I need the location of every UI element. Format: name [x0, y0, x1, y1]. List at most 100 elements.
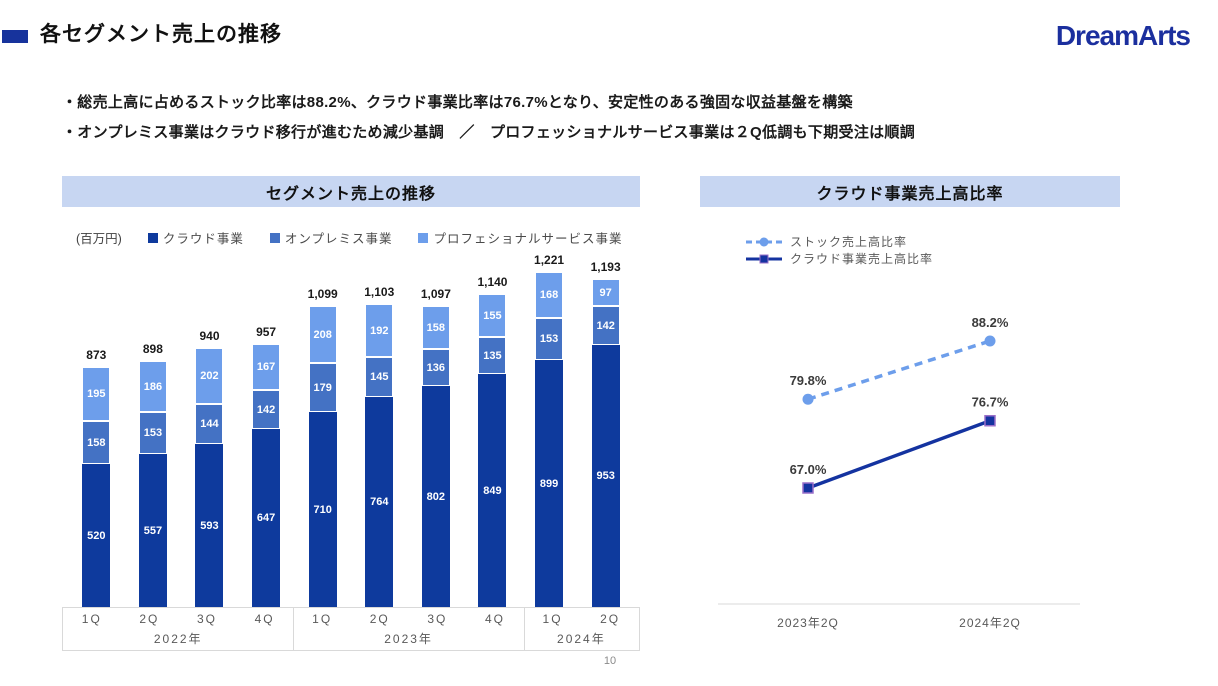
bar-total-label: 1,221 — [534, 253, 565, 267]
bar-segment: 802 — [421, 386, 450, 607]
year-group-label: 2022年 — [153, 632, 203, 646]
data-point-label: 67.0% — [790, 462, 827, 477]
legend-swatch-icon — [418, 232, 429, 243]
bar-chart-x-axis: 1Q 2Q 3Q 4Q 1Q 2Q 3Q 4Q 1Q 2Q 2022年 2023年 2024年 — [62, 607, 640, 651]
square-marker-icon — [984, 414, 996, 427]
solid-line-square-icon — [746, 254, 782, 263]
line-chart-plot: 79.8% 88.2% 67.0% 76.7% 2023年2Q 2024年2Q — [718, 315, 1080, 630]
dreamarts-logo: DreamArts — [1055, 20, 1191, 51]
quarter-label: 1Q — [542, 612, 563, 626]
bar-total-label: 1,193 — [590, 260, 621, 274]
bar-segment: 153 — [138, 412, 167, 454]
segment-sales-chart-panel: セグメント売上の推移 (百万円) クラウド事業 オンプレミス事業 プロフェショナルサ… — [62, 176, 640, 656]
page-number: 10 — [603, 655, 617, 667]
quarter-label: 4Q — [254, 612, 275, 626]
legend-item: ストック売上高比率 — [745, 234, 933, 249]
quarter-label: 3Q — [196, 612, 217, 626]
bar-chart-legend: (百万円) クラウド事業 オンプレミス事業 プロフェショナルサービス事業 — [76, 228, 623, 247]
quarter-label: 2Q — [139, 612, 160, 626]
bar-total-label: 1,099 — [307, 287, 338, 301]
bar-segment: 710 — [308, 412, 337, 607]
year-group-separator — [523, 608, 525, 650]
bar-segment: 142 — [591, 306, 620, 345]
circle-marker-icon — [984, 335, 996, 347]
quarter-label: 3Q — [427, 612, 448, 626]
bar-total-label: 873 — [86, 348, 107, 362]
dashed-line-circle-icon — [746, 237, 782, 246]
bar-column: 1,140 155 135 849 — [464, 250, 521, 607]
bar-segment: 144 — [195, 404, 224, 444]
data-point-label: 76.7% — [972, 395, 1009, 410]
bar-segment: 647 — [252, 429, 281, 607]
data-point-label: 88.2% — [972, 315, 1009, 330]
quarter-label: 4Q — [484, 612, 505, 626]
bar-segment: 158 — [421, 306, 450, 349]
x-category-label: 2023年2Q — [777, 616, 839, 630]
bar-column: 1,097 158 136 802 — [408, 250, 465, 607]
bar-total-label: 898 — [142, 342, 163, 356]
bar-column: 873 195 158 520 — [68, 250, 125, 607]
bar-segment: 208 — [308, 306, 337, 363]
cloud-ratio-chart-panel: クラウド事業売上高比率 ストック売上高比率 クラウド事業売上高比率 79.8% 88… — [700, 176, 1120, 646]
line-series — [807, 419, 991, 490]
bar-segment: 520 — [82, 464, 111, 607]
year-group-label: 2024年 — [557, 632, 606, 646]
legend-swatch-icon — [147, 232, 158, 243]
bar-segment: 145 — [365, 357, 394, 397]
line-chart-legend: ストック売上高比率 クラウド事業売上高比率 — [745, 234, 933, 266]
summary-bullets: ・総売上高に占めるストック比率は88.2%、クラウド事業比率は76.7%となり、… — [62, 88, 1162, 148]
bar-segment: 135 — [478, 337, 507, 374]
bar-segment: 899 — [535, 360, 564, 607]
quarter-label: 1Q — [81, 612, 102, 626]
bar-segment: 168 — [535, 272, 564, 318]
legend-label: プロフェショナルサービス事業 — [433, 232, 623, 246]
bar-segment: 167 — [252, 344, 281, 390]
legend-item: クラウド事業売上高比率 — [745, 251, 933, 266]
legend-label: クラウド事業 — [162, 232, 244, 246]
bar-column: 1,193 97 142 953 — [577, 250, 634, 607]
bar-column: 898 186 153 557 — [125, 250, 182, 607]
bar-segment: 97 — [591, 279, 620, 306]
bar-column: 1,103 192 145 764 — [351, 250, 408, 607]
bar-total-label: 940 — [199, 329, 220, 343]
legend-swatch-icon — [269, 232, 280, 243]
bar-segment: 153 — [535, 318, 564, 360]
bar-segment: 136 — [421, 349, 450, 386]
bar-total-label: 957 — [256, 325, 277, 339]
year-group-separator — [293, 608, 295, 650]
bar-segment: 158 — [82, 421, 111, 464]
bar-total-label: 1,140 — [477, 275, 508, 289]
bar-column: 1,099 208 179 710 — [294, 250, 351, 607]
bar-chart-title: セグメント売上の推移 — [62, 176, 640, 207]
bar-chart-plot: 873 195 158 520 898 186 153 557 940 202 144 593 957 1… — [68, 250, 634, 607]
line-chart-title: クラウド事業売上高比率 — [700, 176, 1120, 207]
bar-column: 1,221 168 153 899 — [521, 250, 578, 607]
data-point-label: 79.8% — [790, 373, 827, 388]
bullet-line: ・オンプレミス事業はクラウド移行が進むため減少基調 ／ プロフェッショナルサービ… — [62, 124, 916, 141]
line-series — [807, 339, 991, 401]
bar-segment: 186 — [138, 361, 167, 412]
bar-segment: 953 — [591, 345, 620, 607]
bar-segment: 142 — [252, 390, 281, 429]
legend-item: オンプレミス事業 — [269, 228, 393, 247]
bar-segment: 179 — [308, 363, 337, 412]
circle-marker-icon — [802, 393, 814, 405]
legend-item: プロフェショナルサービス事業 — [418, 228, 622, 247]
bar-segment: 557 — [138, 454, 167, 607]
x-category-label: 2024年2Q — [959, 616, 1021, 630]
quarter-labels-row: 1Q 2Q 3Q 4Q 1Q 2Q 3Q 4Q 1Q 2Q — [63, 612, 639, 631]
quarter-label: 1Q — [312, 612, 333, 626]
legend-item: クラウド事業 — [147, 228, 244, 247]
bar-segment: 202 — [195, 348, 224, 404]
bar-total-label: 1,103 — [364, 285, 395, 299]
bar-segment: 849 — [478, 374, 507, 607]
page-title: 各セグメント売上の推移 — [40, 23, 282, 46]
legend-label: オンプレミス事業 — [284, 232, 393, 246]
bar-segment: 155 — [478, 294, 507, 337]
bar-column: 940 202 144 593 — [181, 250, 238, 607]
bar-segment: 764 — [365, 397, 394, 607]
bar-total-label: 1,097 — [420, 287, 451, 301]
unit-label: (百万円) — [76, 232, 122, 246]
title-accent-bar — [2, 30, 28, 43]
